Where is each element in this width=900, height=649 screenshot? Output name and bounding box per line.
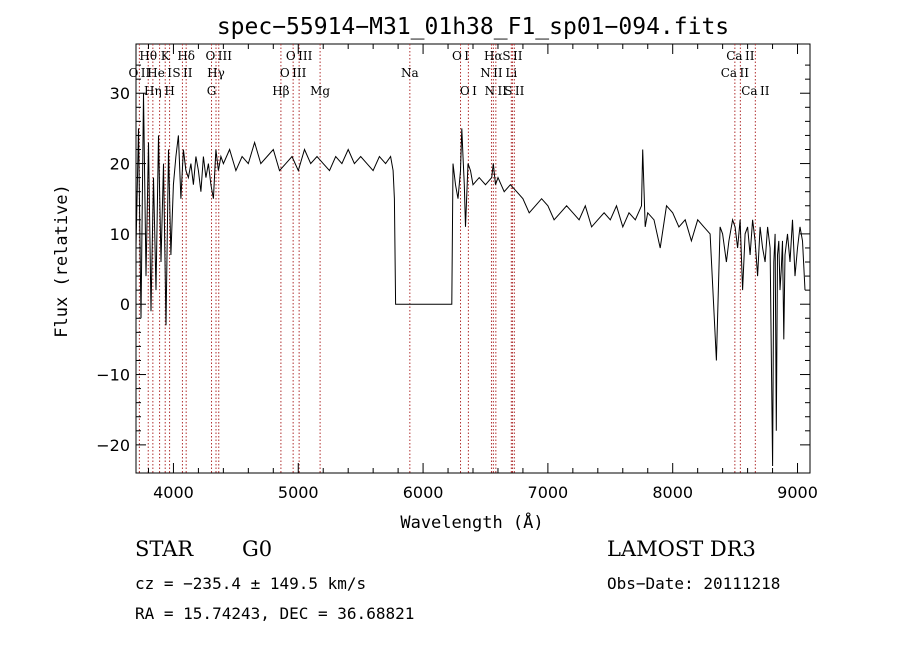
line-label: O I — [460, 84, 477, 98]
redshift-velocity: cz = −235.4 ± 149.5 km/s — [135, 574, 367, 593]
x-tick-label: 4000 — [153, 483, 194, 502]
spectral-line-markers — [138, 44, 756, 473]
spectral-line-labels: O II Hθ Hη He I K H S II Hδ G Hγ O III Hβ O III O III… — [129, 49, 770, 98]
y-tick-label: −10 — [96, 366, 130, 385]
observation-date: Obs−Date: 20111218 — [607, 574, 781, 593]
line-label: Hδ — [177, 49, 195, 63]
line-label: H — [164, 84, 174, 98]
x-tick-label: 9000 — [777, 483, 818, 502]
plot-frame — [135, 43, 811, 474]
x-tick-label: 5000 — [278, 483, 319, 502]
y-axis-label: Flux (relative) — [52, 184, 72, 338]
y-axis-ticks: −20 −10 0 10 20 30 — [96, 64, 810, 455]
line-label: S II — [502, 49, 522, 63]
y-tick-label: −20 — [96, 436, 130, 455]
line-label: O II — [129, 66, 151, 80]
line-label: He I — [147, 66, 172, 80]
object-class: STAR — [135, 537, 194, 561]
line-label: O I — [452, 49, 469, 63]
y-tick-label: 10 — [110, 225, 130, 244]
line-label: O III — [280, 66, 307, 80]
line-label: Ca II — [741, 84, 769, 98]
line-label: Hη — [144, 84, 162, 98]
coordinates: RA = 15.74243, DEC = 36.68821 — [135, 604, 415, 623]
line-label: Hθ — [139, 49, 157, 63]
x-tick-label: 8000 — [652, 483, 693, 502]
x-axis-label: Wavelength (Å) — [400, 511, 543, 533]
x-axis-ticks: 4000 5000 6000 7000 8000 9000 — [147, 44, 818, 502]
line-label: Hα — [484, 49, 503, 63]
x-tick-label: 6000 — [403, 483, 444, 502]
line-label: Ca II — [721, 66, 749, 80]
survey-name: LAMOST DR3 — [607, 537, 756, 561]
line-label: Na — [401, 66, 419, 80]
object-subclass: G0 — [242, 537, 273, 561]
line-label: Hβ — [272, 84, 289, 98]
line-label: O III — [286, 49, 313, 63]
line-label: Hγ — [207, 66, 225, 80]
line-label: Li — [505, 66, 517, 80]
line-label: S II — [172, 66, 192, 80]
line-label: N II — [485, 84, 508, 98]
y-tick-label: 20 — [110, 155, 130, 174]
spectrum-line — [135, 93, 806, 467]
line-label: S II — [504, 84, 524, 98]
line-label: G — [207, 84, 217, 98]
line-label: O III — [206, 49, 233, 63]
line-label: Ca II — [726, 49, 754, 63]
y-tick-label: 30 — [110, 84, 130, 103]
line-label: K — [161, 49, 171, 63]
chart-title: spec−55914−M31_01h38_F1_sp01−094.fits — [217, 14, 729, 40]
line-label: N II — [480, 66, 503, 80]
line-label: Mg — [310, 84, 330, 98]
y-tick-label: 0 — [120, 295, 130, 314]
x-tick-label: 7000 — [528, 483, 569, 502]
